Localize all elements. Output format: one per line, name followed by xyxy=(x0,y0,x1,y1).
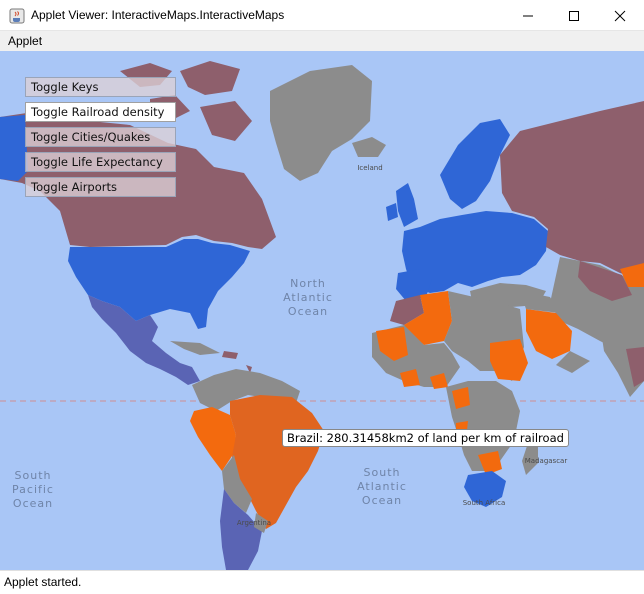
saudi-arabia[interactable] xyxy=(526,309,572,359)
europe[interactable] xyxy=(402,211,548,293)
label-south-atlantic-3: Ocean xyxy=(362,494,402,507)
uk[interactable] xyxy=(396,183,418,227)
iberia[interactable] xyxy=(396,269,432,301)
alaska[interactable] xyxy=(0,115,28,181)
window-title: Applet Viewer: InteractiveMaps.Interacti… xyxy=(31,8,285,22)
uruguay[interactable] xyxy=(254,513,268,533)
northern-south-america[interactable] xyxy=(192,369,300,411)
kazakh-region[interactable] xyxy=(578,261,632,301)
label-south-atlantic-2: Atlantic xyxy=(357,480,407,493)
madagascar[interactable] xyxy=(522,439,538,475)
label-north-atlantic-3: Ocean xyxy=(288,305,328,318)
title-bar: Applet Viewer: InteractiveMaps.Interacti… xyxy=(0,0,644,31)
ireland[interactable] xyxy=(386,203,398,221)
toggle-railroad-density-button[interactable]: Toggle Railroad density xyxy=(25,102,176,122)
close-icon xyxy=(614,10,626,21)
toggle-life-expectancy-button[interactable]: Toggle Life Expectancy xyxy=(25,152,176,172)
south-africa[interactable] xyxy=(464,471,506,507)
peru[interactable] xyxy=(190,407,236,471)
label-north-atlantic-1: North xyxy=(290,277,326,290)
label-south-africa: South Africa xyxy=(463,499,506,507)
scandinavia[interactable] xyxy=(440,119,510,209)
toggle-keys-button[interactable]: Toggle Keys xyxy=(25,77,176,97)
india-area[interactable] xyxy=(626,347,644,387)
cuba[interactable] xyxy=(170,341,220,355)
mexico[interactable] xyxy=(88,295,200,385)
west-africa-orange[interactable] xyxy=(400,369,448,389)
label-north-atlantic-2: Atlantic xyxy=(283,291,333,304)
status-bar: Applet started. xyxy=(0,570,644,594)
sudan[interactable] xyxy=(490,339,528,381)
label-argentina: Argentina xyxy=(237,519,271,527)
label-madagascar: Madagascar xyxy=(525,457,568,465)
label-south-pacific-3: Ocean xyxy=(13,497,53,510)
maximize-button[interactable] xyxy=(551,0,597,31)
menu-bar: Applet xyxy=(0,31,644,51)
asian-islands[interactable] xyxy=(600,197,620,221)
label-south-pacific-2: Pacific xyxy=(12,483,54,496)
east-asia-orange[interactable] xyxy=(620,263,644,287)
java-coffee-icon xyxy=(9,8,25,24)
iceland[interactable] xyxy=(352,137,386,157)
status-text: Applet started. xyxy=(4,575,82,589)
congo-orange[interactable] xyxy=(452,387,470,439)
toggle-cities-quakes-button[interactable]: Toggle Cities/Quakes xyxy=(25,127,176,147)
map-view[interactable]: North Atlantic Ocean South Atlantic Ocea… xyxy=(0,51,644,570)
country-tooltip: Brazil: 280.31458km2 of land per km of r… xyxy=(282,429,569,447)
usa[interactable] xyxy=(68,239,250,329)
minimize-icon xyxy=(523,15,533,16)
menu-applet[interactable]: Applet xyxy=(8,34,43,48)
label-south-atlantic-1: South xyxy=(364,466,401,479)
greenland[interactable] xyxy=(270,65,372,181)
label-iceland: Iceland xyxy=(357,164,382,172)
toggle-airports-button[interactable]: Toggle Airports xyxy=(25,177,176,197)
label-south-pacific-1: South xyxy=(15,469,52,482)
middle-east-grey[interactable] xyxy=(520,291,590,373)
algeria[interactable] xyxy=(404,291,452,345)
caribbean-islands[interactable] xyxy=(222,351,252,373)
minimize-button[interactable] xyxy=(505,0,551,31)
maximize-icon xyxy=(569,10,579,21)
mauritania[interactable] xyxy=(376,327,408,361)
morocco[interactable] xyxy=(390,295,424,325)
argentina[interactable] xyxy=(220,489,262,570)
southern-africa-orange[interactable] xyxy=(478,451,502,475)
bolivia[interactable] xyxy=(222,455,252,513)
brazil[interactable] xyxy=(230,395,324,529)
close-button[interactable] xyxy=(597,0,643,31)
russia[interactable] xyxy=(500,101,644,281)
